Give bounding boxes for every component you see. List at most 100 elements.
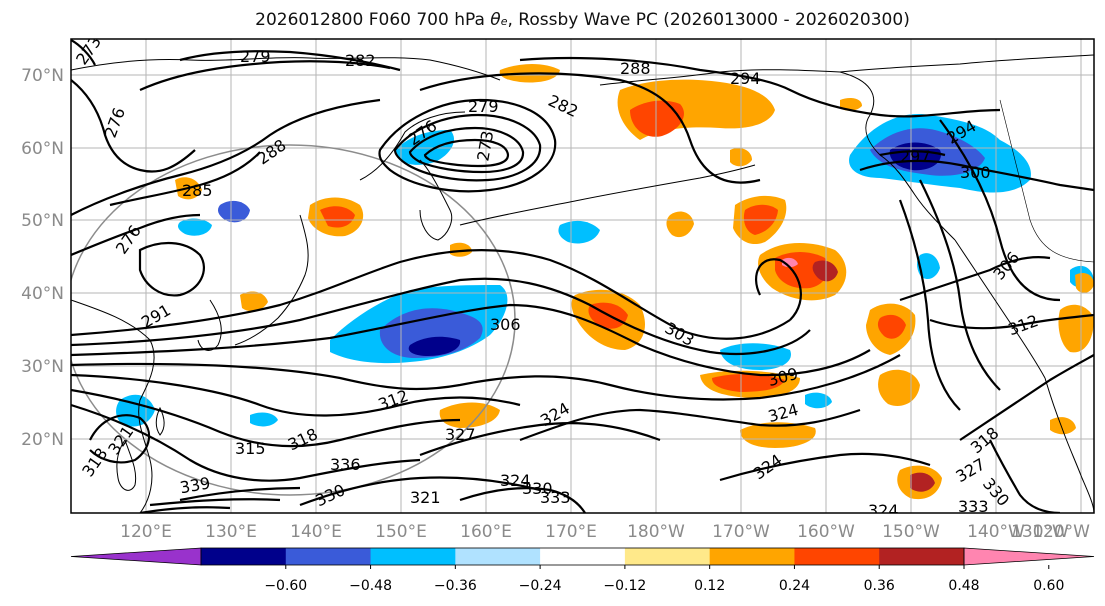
- colorbar-tick-label: −0.36: [434, 578, 477, 594]
- contour-327: [419, 422, 661, 457]
- latitude-labels: 70°N 60°N 50°N 40°N 30°N 20°N: [21, 66, 64, 450]
- pos-anomaly-south: [740, 422, 816, 448]
- contour-279: [179, 50, 401, 72]
- colorbar-tick-label: −0.60: [264, 578, 307, 594]
- colorbar-segment: [709, 548, 795, 565]
- contour-low-4: [423, 138, 510, 168]
- contour-label: 300: [960, 163, 991, 182]
- coast-japan: [234, 214, 309, 346]
- colorbar-outline: [200, 547, 965, 566]
- lon-label-140e: 140°E: [290, 522, 342, 542]
- neg-anomaly-small-7: [250, 412, 278, 427]
- longitude-labels: 120°E 130°E 140°E 150°E 160°E 170°E 180°…: [120, 522, 1090, 542]
- contour-312-b: [929, 313, 1094, 330]
- contour-label: 297: [900, 147, 931, 166]
- contour-300: [859, 159, 1094, 192]
- contour-ridge-east-3: [898, 199, 961, 411]
- pos-anomaly-se-1-core: [910, 472, 935, 492]
- coast-us-west: [1044, 377, 1094, 513]
- contour-318-b: [959, 354, 1094, 441]
- contour-276-b: [71, 213, 201, 257]
- contour-label: 279: [240, 47, 271, 66]
- map-frame: [70, 38, 1095, 514]
- colorbar-segment: [540, 548, 626, 565]
- contour-330: [299, 476, 541, 507]
- contour-324-a: [519, 408, 861, 442]
- lat-label-20n: 20°N: [21, 430, 64, 450]
- colorbar-tick-label: 0.36: [864, 578, 895, 594]
- pos-anomaly-se-2: [878, 369, 920, 406]
- contour-315: [71, 373, 521, 417]
- contour-294: [519, 56, 1001, 118]
- contour-288-a: [71, 98, 381, 216]
- map-title: 2026012800 F060 700 hPa θe, Rossby Wave …: [255, 10, 910, 30]
- coast-alaska: [599, 69, 956, 241]
- pos-anomaly-small-2: [240, 291, 268, 312]
- contour-336: [149, 498, 281, 507]
- pos-anomaly-sw-core: [712, 374, 785, 392]
- coast-alaska-north: [839, 54, 1094, 73]
- pos-anomaly-west-coast-2: [1075, 273, 1094, 293]
- pos-anomaly-bering-core: [630, 100, 684, 137]
- coast-kamchatka: [419, 159, 453, 241]
- contour-label: 294: [730, 69, 761, 88]
- colorbar-extend-low: [70, 547, 202, 566]
- pos-anomaly-east-1-core: [877, 314, 906, 339]
- contour-label: 333: [540, 488, 571, 507]
- colorbar-segment: [455, 548, 541, 565]
- lon-label-130e: 130°E: [205, 522, 257, 542]
- pos-anomaly-small-4: [840, 98, 862, 111]
- neg-anomaly-small-3: [558, 220, 600, 244]
- colorbar-segment: [285, 548, 372, 565]
- lon-label-130w: 130°W: [1011, 522, 1069, 542]
- neg-anomaly-small-5: [116, 394, 155, 427]
- contour-label: 321: [410, 488, 441, 507]
- lon-label-170e: 170°E: [545, 522, 597, 542]
- map-plot-area: 279 282 288 294 273 276 276 288 285 279 …: [71, 39, 1094, 520]
- neg-anomaly-pacific-deep: [408, 336, 461, 356]
- colorbar-segments: [70, 547, 1095, 566]
- colorbar-segment: [370, 548, 456, 565]
- region-circle: [71, 144, 516, 496]
- lat-label-50n: 50°N: [21, 211, 64, 231]
- colorbar-tick-label: 0.12: [694, 578, 725, 594]
- contour-label: 279: [468, 97, 499, 116]
- contour-label: 330: [522, 479, 553, 498]
- lat-label-30n: 30°N: [21, 357, 64, 377]
- contour-label: 336: [330, 455, 361, 474]
- contour-285: [109, 151, 261, 207]
- contour-label: 324: [500, 471, 531, 490]
- colorbar-tick-label: 0.60: [1033, 578, 1064, 594]
- lon-label-150e: 150°E: [375, 522, 427, 542]
- coast-philippines: [116, 439, 137, 491]
- coast-bc: [954, 239, 1046, 379]
- colorbar-extend-high: [963, 547, 1095, 566]
- contour-label: 315: [235, 439, 266, 458]
- contour-273: [71, 39, 96, 66]
- contour-303-b: [755, 258, 802, 321]
- coast-taiwan: [155, 406, 165, 436]
- contour-label: 285: [182, 181, 213, 200]
- colorbar-segment: [624, 548, 711, 565]
- colorbar-tick-label: −0.24: [519, 578, 562, 594]
- contour-label: 333: [958, 497, 989, 516]
- colorbar-tick-label: −0.48: [349, 578, 392, 594]
- contour-se-loop: [989, 439, 1061, 513]
- coast-china: [71, 299, 155, 513]
- coast-asia-north: [71, 57, 501, 81]
- colorbar-tick-label: 0.48: [948, 578, 979, 594]
- lon-label-160e: 160°E: [460, 522, 512, 542]
- lon-label-120w: 120°W: [1032, 522, 1090, 542]
- contour-label: 324: [868, 501, 899, 520]
- colorbar-segment: [794, 548, 880, 565]
- coastlines: [71, 54, 1094, 513]
- neg-anomaly-small-6: [917, 253, 940, 280]
- lat-label-60n: 60°N: [21, 139, 64, 159]
- pos-anomaly-small-3: [666, 211, 694, 238]
- coast-korea: [197, 299, 222, 351]
- colorbar-ticks: −0.60 −0.48 −0.36 −0.24 −0.12 0.12 0.24 0.36 0.4…: [264, 565, 1064, 594]
- contour-label: 288: [620, 59, 651, 78]
- lon-label-150w: 150°W: [882, 522, 940, 542]
- contour-label: 306: [490, 315, 521, 334]
